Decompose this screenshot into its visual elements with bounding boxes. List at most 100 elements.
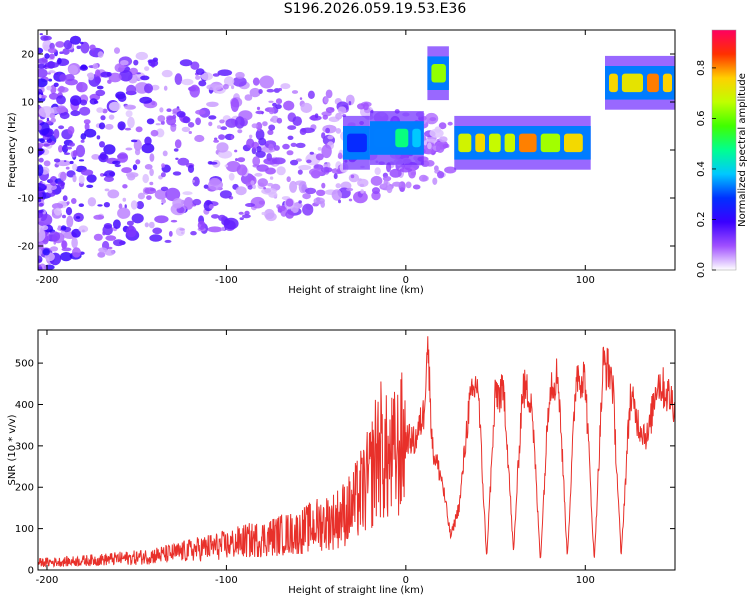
spectrogram-speckle <box>268 143 274 151</box>
spectrogram-speckle <box>172 171 182 176</box>
spectrogram-speckle <box>172 198 184 209</box>
spectrogram-speckle <box>112 160 121 165</box>
spectrogram-speckle <box>149 153 155 162</box>
spectrogram-speckle <box>335 112 343 120</box>
spectrogram-speckle <box>273 145 280 151</box>
spectrogram-speckle <box>126 84 137 95</box>
snr-x-axis-title: Height of straight line (km) <box>288 585 424 596</box>
spectrogram-speckle <box>166 108 172 112</box>
spectrogram-speckle <box>269 176 274 180</box>
spectrogram-speckle <box>235 158 238 162</box>
spectrogram-speckle <box>429 117 437 122</box>
spectrogram-speckle <box>38 202 44 207</box>
spectrogram-speckle <box>412 184 421 190</box>
spectrogram-speckle <box>223 76 235 87</box>
spectrogram-speckle <box>47 47 57 54</box>
spectrogram-speckle <box>59 252 73 262</box>
spectrogram-speckle <box>79 99 88 106</box>
spectrogram-speckle <box>192 179 195 183</box>
spectrogram-speckle <box>58 85 65 93</box>
spectrogram-speckle <box>261 211 266 216</box>
spectrogram-speckle <box>290 142 297 147</box>
spectrogram-speckle <box>321 132 326 139</box>
spectrogram-speckle <box>63 160 67 163</box>
spectrogram-speckle <box>57 181 66 187</box>
spectrogram-speckle <box>168 230 173 237</box>
spectrogram-speckle <box>333 173 338 180</box>
spectrogram-speckle <box>71 198 77 204</box>
spectrogram-y-tick-label: 0 <box>28 146 34 157</box>
spectrogram-speckle <box>192 176 200 187</box>
spectrogram-speckle <box>38 94 42 99</box>
spectrogram-speckle <box>256 106 261 111</box>
spectrogram-speckle <box>58 145 63 153</box>
spectrogram-speckle <box>62 195 68 202</box>
spectrogram-speckle <box>78 225 89 233</box>
spectrogram-speckle <box>83 119 91 125</box>
spectrogram-speckle <box>345 94 355 106</box>
spectrogram-speckle <box>70 35 81 45</box>
spectrogram-speckle <box>211 214 220 219</box>
spectrogram-speckle <box>275 98 283 105</box>
spectrogram-speckle <box>72 150 78 157</box>
spectrogram-speckle <box>230 98 240 112</box>
spectrogram-speckle <box>249 134 253 139</box>
spectrogram-x-tick-label: 0 <box>403 275 409 286</box>
spectrogram-speckle <box>386 185 393 194</box>
spectrogram-speckle <box>264 208 275 220</box>
spectrogram-speckle <box>105 235 117 241</box>
spectrogram-speckle <box>144 66 150 71</box>
spectrogram-speckle <box>140 75 150 81</box>
spectrogram-speckle <box>38 198 42 203</box>
spectrogram-speckle <box>346 187 354 192</box>
spectrogram-speckle <box>66 201 70 205</box>
spectrogram-speckle <box>208 179 223 191</box>
spectrogram-speckle <box>214 137 218 141</box>
spectrogram-speckle <box>62 48 70 55</box>
spectrogram-speckle <box>98 247 108 253</box>
spectrogram-band-peak <box>540 133 561 153</box>
spectrogram-speckle <box>195 75 201 80</box>
spectrogram-speckle <box>247 185 253 190</box>
spectrogram-speckle <box>331 189 342 201</box>
snr-x-tick-label: 0 <box>403 575 409 586</box>
spectrogram-speckle <box>117 121 126 131</box>
spectrogram-speckle <box>79 65 89 71</box>
spectrogram-speckle <box>268 191 278 198</box>
spectrogram-speckle <box>323 96 329 104</box>
spectrogram-speckle <box>71 237 78 249</box>
spectrogram-speckle <box>42 39 52 52</box>
spectrogram-speckle <box>78 159 85 162</box>
spectrogram-speckle <box>238 211 244 215</box>
spectrogram-speckle <box>447 121 453 126</box>
spectrogram-speckle <box>57 225 62 229</box>
spectrogram-speckle <box>309 168 324 177</box>
spectrogram-speckle <box>182 191 193 196</box>
spectrogram-speckle <box>175 157 179 160</box>
spectrogram-speckle <box>93 233 103 241</box>
spectrogram-speckle <box>50 117 56 123</box>
spectrogram-heatmap <box>38 33 675 270</box>
spectrogram-speckle <box>255 129 265 141</box>
spectrogram-speckle <box>218 134 226 140</box>
spectrogram-speckle <box>46 117 50 122</box>
spectrogram-speckle <box>93 214 105 220</box>
spectrogram-speckle <box>80 41 84 45</box>
spectrogram-band-peak <box>621 73 643 93</box>
spectrogram-speckle <box>144 222 149 228</box>
spectrogram-speckle <box>181 126 191 133</box>
spectrogram-speckle <box>228 172 235 181</box>
spectrogram-speckle <box>223 217 239 230</box>
spectrogram-speckle <box>146 195 152 201</box>
spectrogram-speckle <box>97 204 103 207</box>
spectrogram-speckle <box>59 111 70 120</box>
spectrogram-speckle <box>249 87 261 98</box>
spectrogram-speckle <box>236 164 248 176</box>
spectrogram-speckle <box>257 127 261 132</box>
snr-x-tick-label: -200 <box>36 575 59 586</box>
spectrogram-speckle <box>80 41 90 54</box>
spectrogram-speckle <box>106 72 112 77</box>
spectrogram-speckle <box>219 119 225 124</box>
spectrogram-speckle <box>38 255 43 264</box>
